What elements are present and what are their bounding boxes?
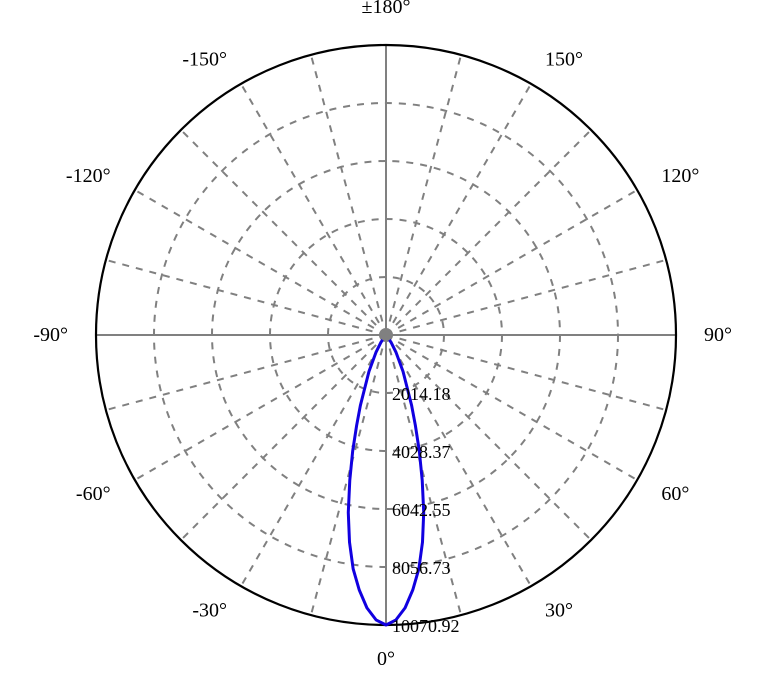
center-dot <box>380 329 392 341</box>
angle-label: -120° <box>66 165 111 187</box>
angle-label: ±180° <box>362 0 411 18</box>
angle-label: 120° <box>661 165 699 187</box>
angle-label: 30° <box>545 599 573 621</box>
radial-label: 8056.73 <box>392 558 451 578</box>
radial-label: 4028.37 <box>392 442 451 462</box>
polar-chart: 2014.18 4028.37 6042.55 8056.73 10070.92 ±180… <box>0 0 773 683</box>
angle-label: -30° <box>192 599 227 621</box>
radial-label: 2014.18 <box>392 384 451 404</box>
angle-label: -90° <box>33 324 68 346</box>
angle-label: 150° <box>545 49 583 71</box>
angle-label: 0° <box>377 648 395 670</box>
radial-label: 10070.92 <box>392 616 460 636</box>
angle-label: 90° <box>704 324 732 346</box>
angle-label: -60° <box>76 483 111 505</box>
angle-label: 60° <box>661 483 689 505</box>
angle-label: -150° <box>182 49 227 71</box>
radial-label: 6042.55 <box>392 500 451 520</box>
